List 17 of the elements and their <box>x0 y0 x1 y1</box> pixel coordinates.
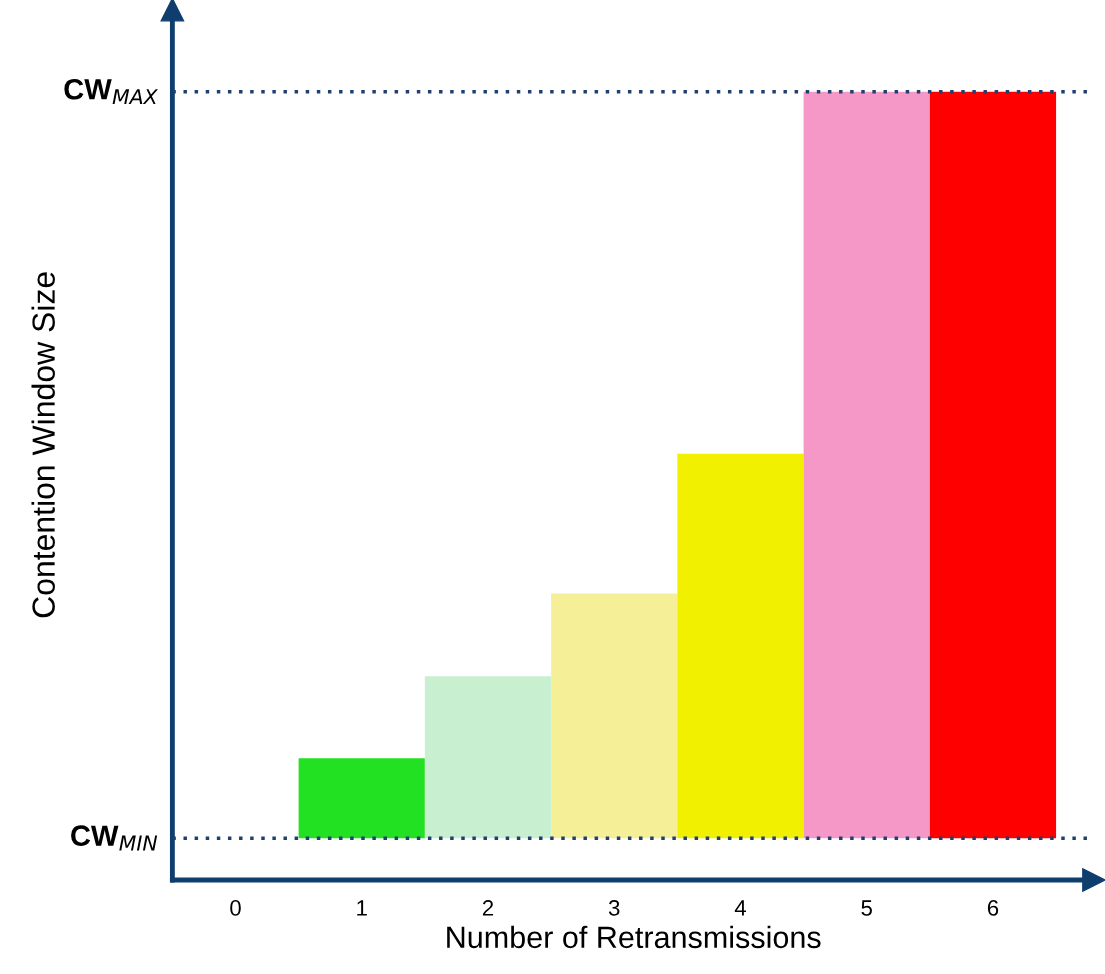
x-tick-label: 4 <box>734 900 746 916</box>
bar <box>298 758 425 839</box>
ref-line-label: CW$_{MIN}$ <box>71 825 158 851</box>
bar <box>677 453 804 839</box>
x-axis-title: Number of Retransmissions <box>447 925 821 949</box>
y-axis-title: Contention Window Size <box>31 272 55 618</box>
x-tick-label: 1 <box>357 900 367 916</box>
x-tick-label: 0 <box>230 900 241 916</box>
bar <box>803 91 930 839</box>
x-tick-label: 6 <box>987 900 999 916</box>
bar <box>424 676 552 839</box>
bar <box>551 593 678 839</box>
x-tick-label: 2 <box>482 900 494 916</box>
x-tick-label: 5 <box>861 900 872 916</box>
x-tick-label: 3 <box>608 900 620 916</box>
ref-line-label: CW$_{MAX}$ <box>64 78 158 105</box>
bar <box>929 91 1057 839</box>
